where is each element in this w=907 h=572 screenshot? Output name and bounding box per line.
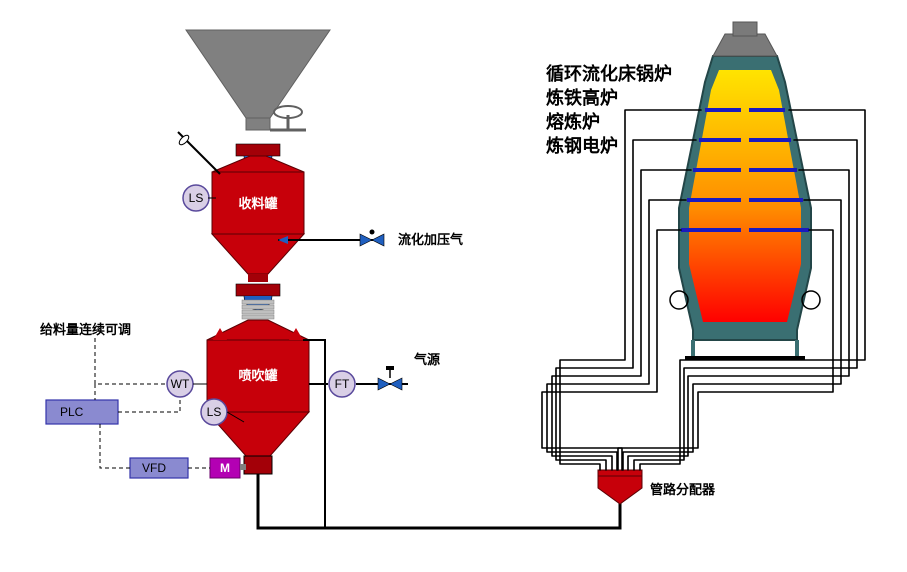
pipe-distributor: 管路分配器 (598, 470, 716, 504)
furnace-type-0: 循环流化床锅炉 (546, 63, 672, 84)
tuyere-right (749, 168, 797, 172)
gas-source-label: 气源 (414, 352, 440, 367)
feed-hopper (186, 30, 330, 118)
svg-text:LS: LS (189, 191, 204, 205)
svg-text:VFD: VFD (142, 461, 166, 475)
injection-tank-label: 喷吹罐 (238, 368, 277, 383)
svg-text:LS: LS (207, 405, 222, 419)
tuyere-right (749, 198, 803, 202)
left-assembly: 收料罐 LS 流化加压气喷吹罐 WT LS FT 气源 M 给料量连续可调 PLC VFD (40, 30, 620, 528)
tuyere-right (749, 108, 785, 112)
furnace-type-2: 熔炼炉 (546, 111, 600, 132)
tuyere-left (681, 228, 741, 232)
fluidizing-gas-label: 流化加压气 (398, 232, 463, 247)
svg-text:M: M (220, 461, 230, 475)
tuyere-left (687, 198, 741, 202)
rotary-feeder (244, 456, 272, 474)
svg-text:FT: FT (335, 377, 350, 391)
svg-text:PLC: PLC (60, 405, 84, 419)
furnace-type-3: 炼钢电炉 (546, 135, 618, 156)
receiving-tank-label: 收料罐 (238, 196, 277, 211)
tuyere-left (705, 108, 741, 112)
tuyere-left (699, 138, 741, 142)
svg-text:WT: WT (171, 377, 190, 391)
tuyere-left (693, 168, 741, 172)
distributor-label: 管路分配器 (650, 482, 716, 497)
hopper-neck (246, 118, 270, 130)
valve-icon (360, 234, 372, 246)
furnace-type-1: 炼铁高炉 (546, 87, 618, 108)
furnace: 循环流化床锅炉炼铁高炉熔炼炉炼钢电炉 (546, 22, 820, 360)
tuyere-right (749, 138, 791, 142)
tuyere-right (749, 228, 809, 232)
feed-adjustable-label: 给料量连续可调 (40, 322, 131, 337)
conveying-line (258, 474, 620, 528)
